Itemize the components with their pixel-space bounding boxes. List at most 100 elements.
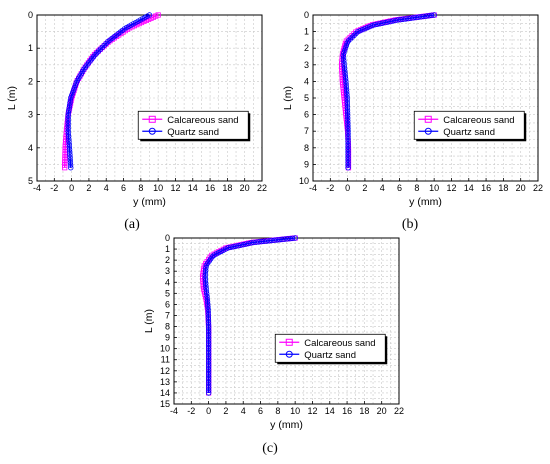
data-point: [65, 128, 71, 134]
data-point: [342, 68, 348, 74]
data-point: [65, 118, 71, 124]
x-tick-label: -2: [326, 183, 334, 193]
legend-marker-circle: [148, 127, 156, 135]
data-point: [342, 47, 348, 54]
data-point: [345, 157, 351, 163]
y-tick-label: 0: [28, 10, 33, 20]
legend-label: Calcareous sand: [443, 115, 514, 126]
data-point: [402, 16, 409, 22]
data-point: [205, 366, 212, 373]
legend-marker-circle: [285, 350, 293, 358]
data-point: [205, 311, 212, 318]
x-tick-label: 22: [257, 183, 267, 193]
panel-label: (c): [262, 441, 278, 456]
x-tick-label: 6: [258, 406, 263, 416]
data-point: [345, 133, 351, 140]
data-point: [279, 236, 285, 243]
data-point: [205, 351, 212, 357]
x-tick-label: -2: [187, 406, 195, 416]
data-point: [68, 94, 74, 101]
data-point: [205, 309, 211, 315]
y-axis-label: L (m): [143, 309, 155, 333]
data-point: [205, 364, 212, 370]
y-tick-label: 6: [165, 299, 170, 309]
x-tick-label: 22: [533, 183, 543, 193]
data-point: [248, 240, 254, 246]
chart-panel-3: -4 -2 0 2 4 6 8 10 12 14 16 18 20 2201234567891011121…: [143, 233, 404, 456]
data-point: [205, 332, 212, 339]
data-point: [343, 78, 349, 85]
data-point: [66, 144, 73, 150]
data-point: [395, 17, 401, 23]
data-point: [377, 20, 383, 27]
x-tick-label: -2: [50, 183, 58, 193]
series-line: [204, 237, 296, 393]
data-point: [413, 14, 419, 21]
data-point: [68, 165, 74, 171]
data-point: [261, 238, 267, 245]
y-tick-label: 5: [28, 176, 33, 186]
x-tick-label: -4: [309, 183, 317, 193]
legend-label: Calcareous sand: [304, 338, 375, 349]
y-tick-label: 1: [28, 43, 33, 53]
y-tick-label: 3: [304, 60, 309, 70]
y-tick-label: 0: [165, 233, 170, 243]
data-point: [341, 60, 347, 66]
data-point: [345, 136, 351, 142]
data-point: [341, 63, 347, 69]
x-tick-label: 10: [290, 406, 300, 416]
y-tick-label: 7: [304, 126, 309, 136]
data-point: [344, 40, 350, 46]
data-point: [344, 89, 350, 95]
x-tick-label: 16: [481, 183, 491, 193]
data-point: [205, 322, 212, 328]
data-point: [344, 99, 350, 106]
x-tick-label: 0: [345, 183, 350, 193]
data-point: [65, 112, 71, 119]
x-tick-label: 10: [153, 183, 163, 193]
legend-label: Quartz sand: [443, 127, 495, 138]
data-point: [345, 125, 351, 132]
data-point: [284, 236, 291, 242]
y-tick-label: 11: [161, 355, 170, 365]
data-point: [343, 42, 350, 49]
data-point: [204, 291, 210, 297]
data-point: [342, 70, 348, 77]
data-point: [202, 275, 208, 281]
data-point: [73, 80, 79, 86]
data-point: [421, 13, 427, 20]
data-point: [205, 319, 212, 326]
x-tick-label: 20: [516, 183, 526, 193]
data-point: [345, 162, 351, 168]
series-quartz-sand: [202, 235, 298, 396]
data-point: [408, 15, 414, 21]
x-tick-label: 2: [86, 183, 91, 193]
data-point: [289, 235, 296, 241]
data-point: [67, 162, 74, 168]
y-axis-label: L (m): [6, 86, 18, 110]
data-point: [66, 102, 73, 108]
data-point: [65, 110, 72, 116]
data-point: [341, 65, 348, 72]
y-tick-label: 4: [165, 277, 170, 287]
y-tick-label: 2: [304, 43, 309, 53]
data-point: [344, 94, 350, 100]
data-point: [62, 165, 68, 171]
data-point: [205, 301, 211, 307]
y-axis-label: L (m): [282, 86, 294, 110]
data-point: [340, 52, 347, 59]
y-tick-label: 9: [165, 333, 170, 343]
data-point: [205, 361, 212, 367]
series-line: [340, 14, 435, 168]
legend-box: [137, 110, 249, 140]
panel-label: (a): [124, 217, 140, 232]
legend-marker-square: [148, 115, 156, 123]
x-tick-label: 4: [241, 406, 246, 416]
y-tick-label: 6: [304, 110, 309, 120]
x-tick-label: 8: [275, 406, 280, 416]
data-point: [205, 306, 211, 313]
data-point: [65, 123, 71, 129]
x-tick-label: 14: [188, 183, 198, 193]
data-point: [69, 92, 75, 98]
